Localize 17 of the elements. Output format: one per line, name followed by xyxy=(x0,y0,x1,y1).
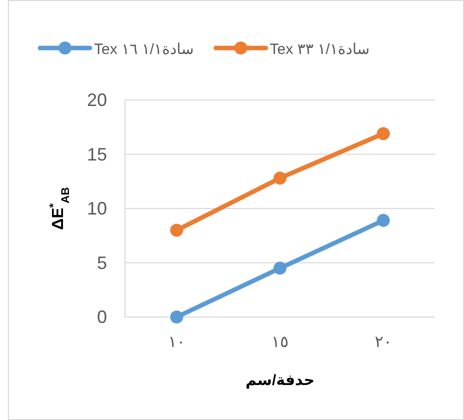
legend-label: سادة١/١ ٣٣ Tex xyxy=(270,41,370,58)
y-tick-label: 5 xyxy=(96,252,107,273)
point xyxy=(170,224,184,237)
y-tick-label: 0 xyxy=(96,307,107,327)
point xyxy=(376,214,390,227)
x-tick-label: ٢٠ xyxy=(374,334,392,351)
point xyxy=(170,310,184,324)
y-tick-label: 20 xyxy=(86,90,107,110)
x-tick-label: ١٠ xyxy=(168,334,186,351)
point xyxy=(274,262,286,275)
x-axis-title: حدفة/سم xyxy=(245,372,315,389)
y-tick-label: 15 xyxy=(86,144,107,164)
point xyxy=(376,127,390,140)
point xyxy=(274,172,286,185)
y-tick-label: 10 xyxy=(86,198,107,218)
x-tick-label: ١٥ xyxy=(271,334,289,351)
legend-label: سادة١/١ ١٦ Tex xyxy=(94,41,194,58)
